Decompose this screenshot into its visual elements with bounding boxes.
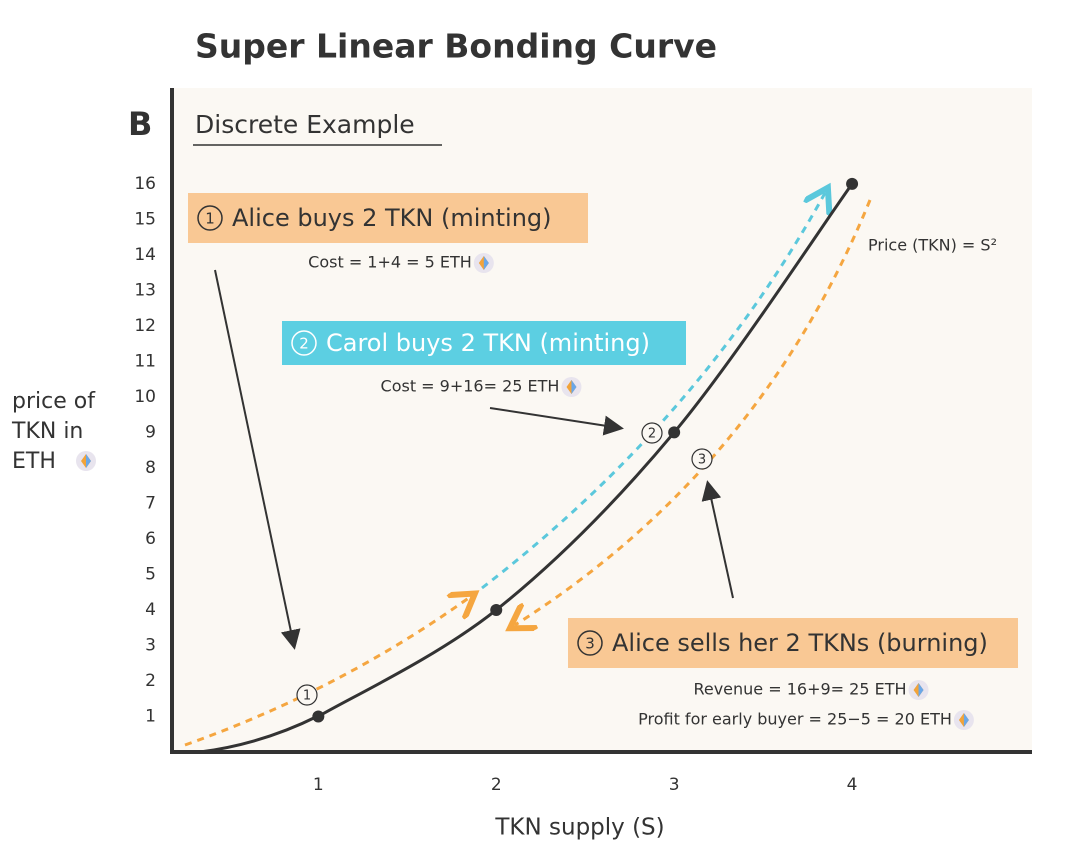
step-marker <box>691 448 713 470</box>
y-tick-label: 6 <box>145 529 156 549</box>
y-tick-label: 8 <box>145 458 156 478</box>
step-badge <box>197 205 223 231</box>
eth-icon <box>908 680 929 700</box>
eth-icon <box>953 710 974 730</box>
x-axis-label: TKN supply (S) <box>494 815 664 841</box>
point <box>312 710 325 723</box>
y-tick-label: 2 <box>145 671 156 691</box>
step-marker-number: 1 <box>303 689 311 704</box>
x-tick-label: 4 <box>847 775 858 795</box>
pointer-arrow <box>489 407 624 436</box>
y-tick-label: 11 <box>134 351 156 371</box>
x-tick-label: 1 <box>313 775 324 795</box>
step-badge <box>291 330 317 356</box>
step-number: 1 <box>205 210 215 228</box>
eth-diamond-half <box>918 683 924 697</box>
annotation-box <box>188 193 588 243</box>
step-badge <box>577 630 603 656</box>
y-tick-label: 13 <box>134 280 156 300</box>
annotation-text: Alice sells her 2 TKNs (burning) <box>612 629 988 657</box>
annotation-box <box>282 321 686 365</box>
y-tick-label: 5 <box>145 564 156 584</box>
eth-diamond-half <box>86 454 91 468</box>
subtitle: Discrete Example <box>195 110 415 139</box>
y-tick-label: 9 <box>145 422 156 442</box>
y-tick-label: 7 <box>145 493 156 513</box>
x-tick-label: 2 <box>491 775 502 795</box>
curve-label: Price (TKN) = S² <box>868 236 997 255</box>
curve <box>317 182 854 718</box>
y-tick-label: 1 <box>145 706 156 726</box>
y-tick-label: 14 <box>134 245 156 265</box>
eth-diamond-half <box>571 380 577 394</box>
point <box>668 426 681 439</box>
pointer-arrow <box>701 480 734 599</box>
step-marker-number: 2 <box>648 427 656 442</box>
y-tick-label: 3 <box>145 635 156 655</box>
step-number: 3 <box>585 635 595 653</box>
step-marker-number: 3 <box>698 453 706 468</box>
eth-icon <box>76 451 96 471</box>
annotation-detail: Revenue = 16+9= 25 ETH <box>693 680 906 699</box>
y-axis-label: TKN in <box>11 419 83 444</box>
burn-arrow <box>515 199 872 625</box>
y-tick-label: 4 <box>145 600 156 620</box>
y-axis-label: ETH <box>12 449 56 474</box>
y-tick-label: 12 <box>134 316 156 336</box>
annotation-text: Carol buys 2 TKN (minting) <box>326 329 650 357</box>
panel-label: B <box>128 105 152 143</box>
step-number: 2 <box>299 335 309 353</box>
y-tick-label: 15 <box>134 209 156 229</box>
y-tick-label: 16 <box>134 174 156 194</box>
point <box>490 603 503 616</box>
eth-diamond-half <box>963 713 969 727</box>
x-tick-label: 3 <box>669 775 680 795</box>
y-tick-label: 10 <box>134 387 156 407</box>
eth-icon <box>473 253 494 273</box>
curve-extension <box>199 714 319 754</box>
chart-title: Super Linear Bonding Curve <box>195 27 717 66</box>
annotation-detail: Cost = 1+4 = 5 ETH <box>308 253 472 272</box>
y-axis-label: price of <box>12 389 96 414</box>
annotation-detail: Profit for early buyer = 25−5 = 20 ETH <box>638 710 952 729</box>
step-marker <box>296 684 318 706</box>
annotation-detail: Cost = 9+16= 25 ETH <box>381 377 560 396</box>
pointer-arrow <box>214 269 301 650</box>
annotation-box <box>568 618 1018 668</box>
point <box>846 177 859 190</box>
annotation-text: Alice buys 2 TKN (minting) <box>232 204 552 232</box>
eth-icon <box>561 377 582 397</box>
mint-arrow <box>184 597 470 747</box>
step-marker <box>641 422 663 444</box>
eth-diamond-half <box>483 256 489 270</box>
